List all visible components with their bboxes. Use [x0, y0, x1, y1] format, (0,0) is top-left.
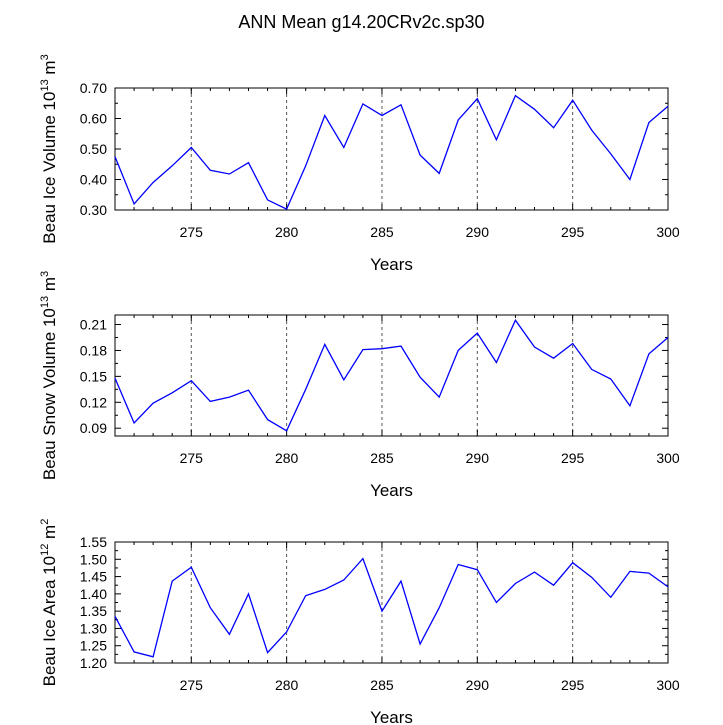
- plot-frame: [114, 314, 669, 437]
- series-line: [114, 94, 669, 210]
- x-tick-label: 290: [466, 677, 490, 693]
- y-tick-label: 1.25: [80, 638, 107, 654]
- x-tick-label: 280: [275, 677, 299, 693]
- y-tick-label: 1.40: [80, 586, 107, 602]
- y-tick-label: 0.40: [80, 172, 107, 188]
- y-tick-label: 0.12: [80, 394, 107, 410]
- y-axis-label-unit: m: [40, 60, 59, 79]
- y-tick-label: 1.45: [80, 569, 107, 585]
- x-tick-label: 280: [275, 450, 299, 466]
- y-axis-label-exponent: 13: [39, 296, 51, 308]
- panel-snow-volume: Years Beau Snow Volume 1013 m3 275 280 285…: [39, 271, 680, 500]
- x-tick-label: 290: [466, 450, 490, 466]
- y-tick-label: 1.55: [80, 534, 107, 550]
- x-tick-label: 285: [370, 677, 394, 693]
- x-tick-label: 285: [370, 450, 394, 466]
- panel-ice-area: Years Beau Ice Area 1012 m2 275 280 285 290…: [39, 519, 680, 725]
- y-tick-label: 1.50: [80, 551, 107, 567]
- x-axis-label: Years: [370, 708, 413, 725]
- panel-ice-volume: Years Beau Ice Volume 1013 m3 275 280 285 2…: [39, 54, 680, 274]
- y-tick-label: 0.15: [80, 368, 107, 384]
- y-tick-label: 0.18: [80, 342, 107, 358]
- x-axis-label: Years: [370, 481, 413, 500]
- x-axis-label: Years: [370, 255, 413, 274]
- y-axis-label: Beau Ice Volume 1013 m3: [39, 54, 59, 243]
- plot-frame: [114, 541, 669, 664]
- x-tick-label: 275: [180, 677, 204, 693]
- x-tick-label: 295: [561, 224, 585, 240]
- y-axis-label-main: Beau Ice Area 10: [40, 556, 59, 686]
- y-axis-label-unit-exponent: 3: [39, 54, 51, 60]
- figure-title: ANN Mean g14.20CRv2c.sp30: [238, 12, 484, 32]
- x-tick-label: 275: [180, 224, 204, 240]
- y-axis-label-unit: m: [40, 277, 59, 296]
- y-axis-label-exponent: 13: [39, 79, 51, 91]
- y-axis-label-main: Beau Snow Volume 10: [40, 308, 59, 480]
- x-tick-label: 280: [275, 224, 299, 240]
- x-tick-label: 285: [370, 224, 394, 240]
- x-tick-label: 290: [466, 224, 490, 240]
- plot-frame: [114, 87, 669, 211]
- y-axis-label: Beau Snow Volume 1013 m3: [39, 271, 59, 480]
- y-tick-label: 0.21: [80, 317, 107, 333]
- y-tick-label: 0.30: [80, 202, 107, 218]
- y-axis-label-exponent: 12: [39, 544, 51, 556]
- y-tick-label: 0.60: [80, 111, 107, 127]
- x-tick-label: 295: [561, 677, 585, 693]
- series-line: [114, 318, 669, 432]
- y-axis-label-unit: m: [40, 525, 59, 544]
- x-tick-label: 300: [656, 450, 680, 466]
- y-axis-label-unit-exponent: 3: [39, 271, 51, 277]
- series-line: [114, 557, 669, 658]
- x-tick-label: 295: [561, 450, 585, 466]
- x-tick-label: 300: [656, 224, 680, 240]
- x-tick-label: 300: [656, 677, 680, 693]
- y-tick-label: 0.50: [80, 141, 107, 157]
- y-tick-label: 0.70: [80, 80, 107, 96]
- y-axis-label-main: Beau Ice Volume 10: [40, 92, 59, 244]
- y-tick-label: 1.30: [80, 620, 107, 636]
- y-tick-label: 1.20: [80, 655, 107, 671]
- y-tick-label: 1.35: [80, 603, 107, 619]
- y-tick-label: 0.09: [80, 420, 107, 436]
- y-axis-label: Beau Ice Area 1012 m2: [39, 519, 59, 687]
- y-axis-label-unit-exponent: 2: [39, 519, 51, 525]
- x-tick-label: 275: [180, 450, 204, 466]
